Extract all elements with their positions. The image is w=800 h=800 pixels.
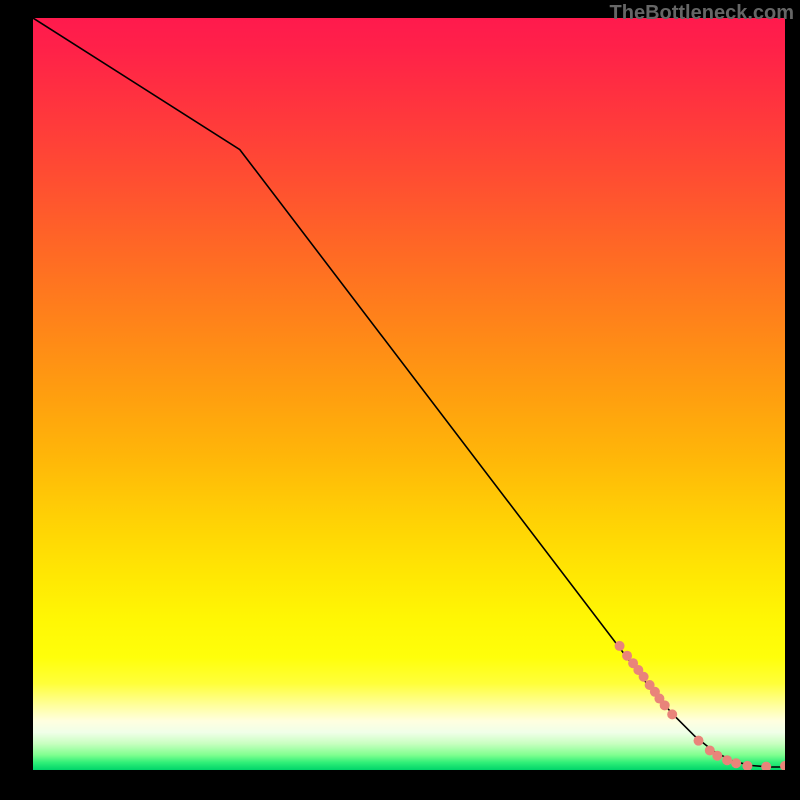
data-marker <box>639 672 649 682</box>
plot-svg <box>33 18 785 770</box>
data-marker <box>722 755 732 765</box>
data-marker <box>731 758 741 768</box>
data-marker <box>712 751 722 761</box>
data-marker <box>667 709 677 719</box>
chart-frame: TheBottleneck.com <box>0 0 800 800</box>
plot-area <box>33 18 785 770</box>
data-marker <box>694 736 704 746</box>
gradient-background <box>33 18 785 770</box>
watermark-text: TheBottleneck.com <box>610 2 794 25</box>
data-marker <box>660 700 670 710</box>
data-marker <box>615 641 625 651</box>
